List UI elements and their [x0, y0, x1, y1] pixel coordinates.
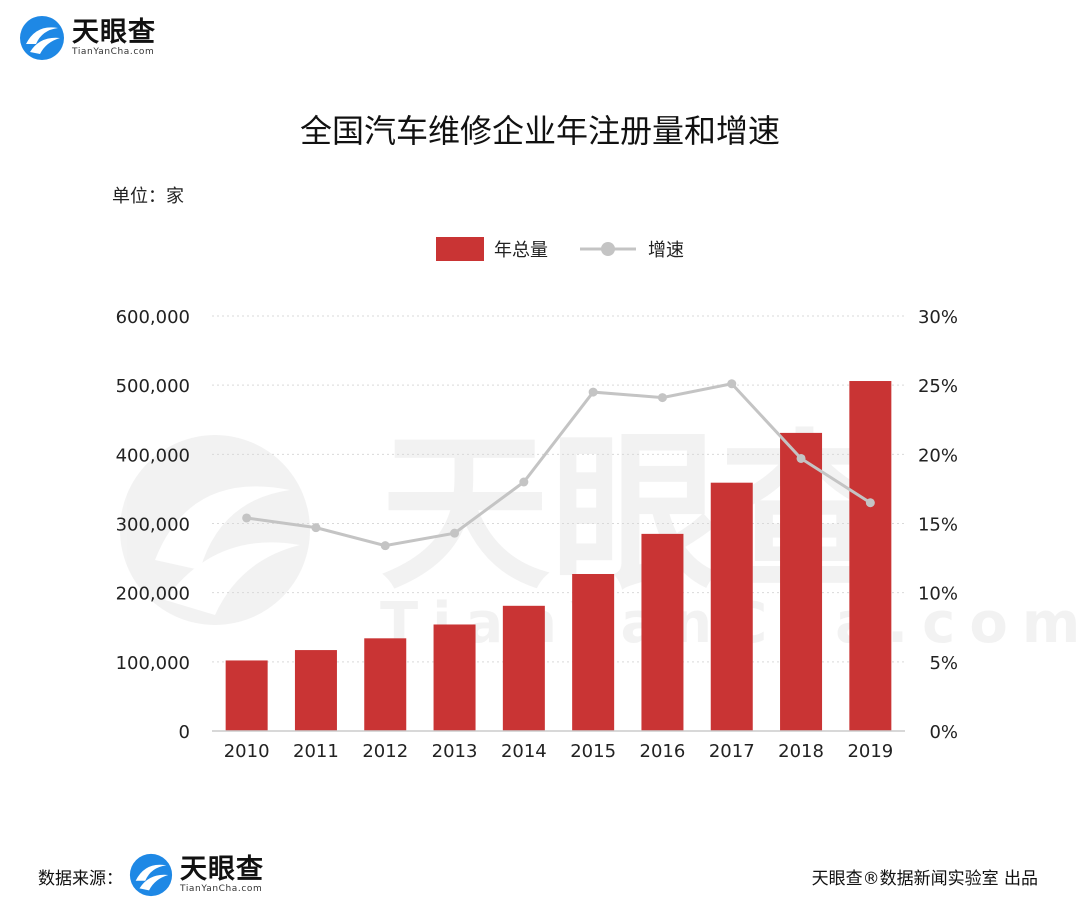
x-tick-label: 2017: [709, 741, 755, 762]
y-left-tick-label: 200,000: [116, 584, 190, 605]
y-right-tick-label: 30%: [918, 307, 958, 328]
bar: [849, 381, 892, 731]
tianyancha-logo-icon: [129, 853, 173, 897]
legend-label-bar: 年总量: [494, 240, 548, 261]
tianyancha-logo-icon: [20, 16, 64, 60]
growth-point: [796, 453, 806, 463]
growth-point: [519, 477, 529, 487]
y-left-tick-label: 500,000: [116, 376, 190, 397]
y-right-tick-label: 20%: [918, 445, 958, 466]
x-tick-label: 2015: [570, 741, 616, 762]
line-series: [242, 379, 875, 551]
bar: [641, 533, 684, 731]
watermark-logo-icon: [120, 435, 310, 625]
y-left-tick-label: 0: [179, 722, 190, 743]
growth-point: [588, 387, 598, 397]
y-left-tick-label: 600,000: [116, 307, 190, 328]
bar: [225, 660, 268, 731]
bar: [780, 432, 823, 731]
y-right-tick-label: 0%: [929, 722, 958, 743]
footer-credit: 天眼查®数据新闻实验室 出品: [811, 869, 1038, 889]
x-tick-label: 2010: [224, 741, 270, 762]
x-tick-label: 2013: [432, 741, 478, 762]
bar: [710, 482, 753, 731]
legend-swatch-line: [580, 242, 636, 256]
legend-swatch-bar: [436, 237, 484, 261]
x-tick-label: 2018: [778, 741, 824, 762]
unit-label: 单位：家: [112, 186, 184, 207]
bar: [572, 573, 615, 731]
y-left-tick-label: 400,000: [116, 445, 190, 466]
y-right-tick-label: 5%: [929, 653, 958, 674]
chart-legend: 年总量 增速: [436, 236, 684, 262]
brand-site: TianYanCha.com: [72, 47, 155, 57]
bar: [294, 650, 337, 731]
x-tick-label: 2011: [293, 741, 339, 762]
bar: [433, 624, 476, 731]
growth-point: [380, 541, 390, 551]
y-left-tick-label: 100,000: [116, 653, 190, 674]
bar-series: [225, 381, 892, 731]
y-right-tick-label: 15%: [918, 515, 958, 536]
footer-brand-site: TianYanCha.com: [180, 884, 263, 894]
growth-point: [657, 393, 667, 403]
brand-logo: 天眼查 TianYanCha.com: [18, 14, 156, 62]
growth-point: [242, 513, 252, 523]
x-tick-label: 2012: [362, 741, 408, 762]
x-tick-label: 2019: [847, 741, 893, 762]
growth-line: [246, 382, 872, 548]
brand-name: 天眼查: [72, 17, 156, 48]
legend-label-line: 增速: [648, 240, 684, 261]
growth-point: [865, 498, 875, 508]
axes: 0 0% 100,000 5% 200,000 10% 300,000 15% 400,000 2…: [116, 307, 958, 762]
chart-title: 全国汽车维修企业年注册量和增速: [299, 112, 780, 150]
growth-point: [727, 379, 737, 389]
footer-brand-logo: 天眼查 TianYanCha.com: [128, 852, 264, 898]
x-tick-label: 2014: [501, 741, 547, 762]
x-tick-label: 2016: [640, 741, 686, 762]
y-right-tick-label: 10%: [918, 584, 958, 605]
growth-point: [311, 523, 321, 533]
footer-brand-name: 天眼查: [180, 854, 264, 885]
bar: [502, 605, 545, 731]
y-left-tick-label: 300,000: [116, 515, 190, 536]
data-source-label: 数据来源：: [38, 869, 123, 889]
bar: [364, 638, 407, 731]
y-right-tick-label: 25%: [918, 376, 958, 397]
growth-point: [450, 528, 460, 538]
